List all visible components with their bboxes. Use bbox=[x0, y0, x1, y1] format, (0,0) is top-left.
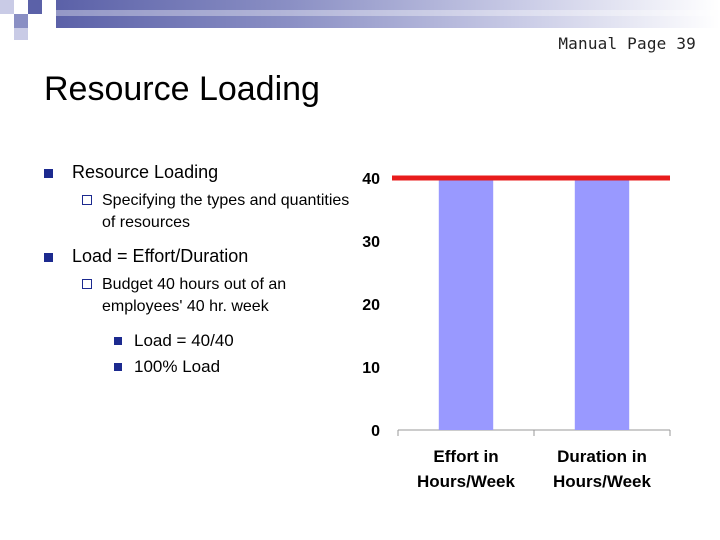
sub-bullet-types: Specifying the types and quantities of r… bbox=[44, 190, 354, 234]
y-tick-label: 20 bbox=[362, 297, 380, 314]
x-category-label: Duration in bbox=[557, 447, 647, 466]
sub-bullet-text: Specifying the types and quantities of r… bbox=[102, 192, 350, 231]
square-bullet-icon bbox=[44, 169, 53, 178]
third-bullet-text: Load = 40/40 bbox=[134, 331, 234, 350]
square-bullet-icon bbox=[114, 337, 122, 345]
hollow-square-bullet-icon bbox=[82, 279, 92, 289]
bullet-load-formula: Load = Effort/Duration bbox=[44, 244, 354, 268]
third-bullet-load: Load = 40/40 bbox=[44, 328, 354, 354]
y-tick-label: 0 bbox=[371, 423, 380, 440]
y-tick-label: 10 bbox=[362, 360, 380, 377]
square-bullet-icon bbox=[44, 253, 53, 262]
x-category-label: Effort in bbox=[433, 447, 498, 466]
slide-title: Resource Loading bbox=[44, 70, 320, 108]
load-bar-chart: 0 10 20 30 40 Effort in Hours/Week Duration in H… bbox=[340, 150, 690, 510]
bullet-resource-loading: Resource Loading bbox=[44, 160, 354, 184]
bullet-text: Load = Effort/Duration bbox=[72, 246, 249, 266]
square-bullet-icon bbox=[114, 363, 122, 371]
y-tick-label: 30 bbox=[362, 234, 380, 251]
bar bbox=[574, 178, 630, 430]
manual-page-reference: Manual Page 39 bbox=[558, 34, 696, 53]
y-tick-label: 40 bbox=[362, 171, 380, 188]
x-category-label: Hours/Week bbox=[417, 472, 515, 491]
sub-bullet-text: Budget 40 hours out of an employees' 40 … bbox=[102, 276, 287, 315]
third-bullet-text: 100% Load bbox=[134, 357, 221, 376]
decorative-checker bbox=[0, 0, 42, 40]
header-gradient-bar bbox=[56, 0, 720, 28]
third-bullet-percent: 100% Load bbox=[44, 354, 354, 380]
bar bbox=[438, 178, 494, 430]
bullet-text: Resource Loading bbox=[72, 162, 219, 182]
hollow-square-bullet-icon bbox=[82, 195, 92, 205]
chart-svg: 0 10 20 30 40 Effort in Hours/Week Duration in H… bbox=[362, 171, 671, 491]
bullet-list: Resource Loading Specifying the types an… bbox=[44, 160, 354, 380]
x-category-label: Hours/Week bbox=[553, 472, 651, 491]
sub-bullet-budget: Budget 40 hours out of an employees' 40 … bbox=[44, 274, 354, 318]
